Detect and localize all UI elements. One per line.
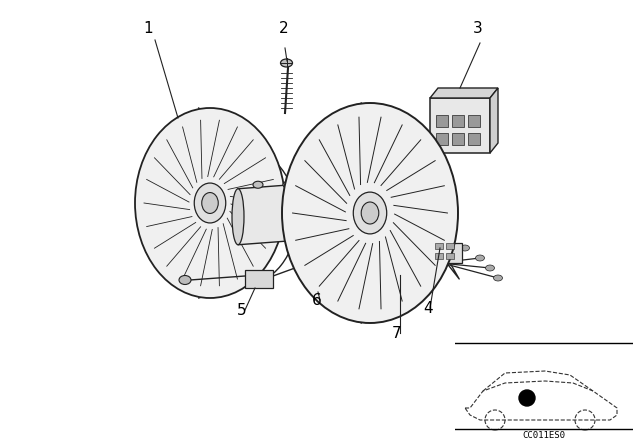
Ellipse shape xyxy=(195,183,226,223)
Bar xyxy=(468,115,480,127)
Ellipse shape xyxy=(361,202,379,224)
Bar xyxy=(446,253,454,259)
Ellipse shape xyxy=(253,181,263,188)
FancyBboxPatch shape xyxy=(390,253,425,275)
Ellipse shape xyxy=(202,193,218,213)
Text: 1: 1 xyxy=(143,21,153,36)
Ellipse shape xyxy=(476,255,484,261)
Ellipse shape xyxy=(283,181,293,188)
Text: CC011ES0: CC011ES0 xyxy=(522,431,566,440)
Bar xyxy=(435,253,443,259)
Ellipse shape xyxy=(135,108,285,298)
Ellipse shape xyxy=(179,276,191,284)
Ellipse shape xyxy=(282,103,458,323)
Bar xyxy=(436,115,448,127)
Bar xyxy=(468,133,480,145)
Ellipse shape xyxy=(280,59,292,67)
Ellipse shape xyxy=(486,265,495,271)
Text: 6: 6 xyxy=(312,293,322,308)
Ellipse shape xyxy=(353,192,387,234)
Ellipse shape xyxy=(461,245,470,251)
Text: 2: 2 xyxy=(279,21,289,36)
Polygon shape xyxy=(238,181,345,245)
Bar xyxy=(435,243,443,249)
Text: 5: 5 xyxy=(237,303,247,318)
Circle shape xyxy=(519,390,535,406)
Circle shape xyxy=(300,256,336,292)
Ellipse shape xyxy=(395,293,405,300)
Polygon shape xyxy=(490,88,498,153)
Text: 4: 4 xyxy=(423,301,433,316)
Text: 3: 3 xyxy=(473,21,483,36)
Bar xyxy=(452,133,464,145)
Bar xyxy=(446,243,454,249)
Ellipse shape xyxy=(493,275,502,281)
FancyBboxPatch shape xyxy=(245,270,273,288)
Bar xyxy=(436,133,448,145)
Text: 7: 7 xyxy=(392,326,402,341)
Bar xyxy=(452,115,464,127)
FancyBboxPatch shape xyxy=(430,243,462,263)
FancyBboxPatch shape xyxy=(430,98,490,153)
Polygon shape xyxy=(430,88,498,98)
Ellipse shape xyxy=(232,189,244,245)
